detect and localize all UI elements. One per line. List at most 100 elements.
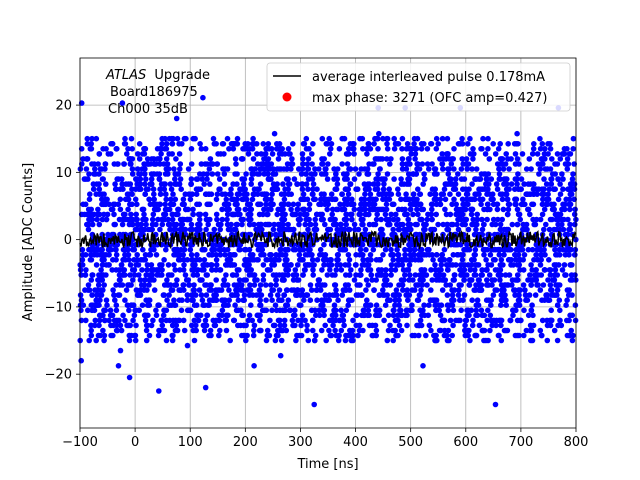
data-point (190, 206, 196, 213)
data-point (209, 171, 216, 177)
data-point (98, 267, 104, 273)
data-point (183, 277, 190, 283)
data-point (267, 252, 273, 258)
data-point (545, 277, 551, 283)
data-point (318, 327, 325, 334)
data-point (241, 332, 247, 339)
data-point (128, 161, 134, 167)
data-point (542, 146, 548, 152)
data-point (122, 135, 128, 142)
data-point (532, 277, 539, 283)
data-point (319, 161, 326, 167)
data-point (567, 206, 573, 213)
data-point (492, 267, 499, 273)
data-point (347, 211, 354, 218)
data-point (437, 272, 443, 278)
data-point (300, 196, 306, 203)
data-point (278, 327, 285, 334)
x-tick-label: 100 (178, 435, 203, 450)
data-point (465, 332, 472, 339)
data-point (499, 161, 506, 167)
data-point (463, 191, 470, 197)
data-point (384, 337, 391, 344)
data-point (131, 312, 138, 319)
data-point (179, 226, 186, 233)
data-point (483, 181, 489, 187)
data-point (345, 252, 352, 258)
data-point (78, 297, 85, 304)
data-point (304, 211, 310, 218)
data-point (440, 191, 447, 197)
data-point (374, 135, 381, 142)
data-point (345, 332, 351, 339)
data-point (367, 191, 374, 197)
data-point (309, 257, 316, 263)
data-point (250, 135, 256, 142)
data-point (438, 262, 445, 268)
data-point (373, 332, 380, 339)
data-point (96, 272, 102, 278)
data-point (107, 312, 114, 319)
data-point (168, 196, 174, 203)
data-point (485, 307, 491, 314)
data-point (92, 322, 98, 329)
data-point (365, 257, 371, 263)
data-point (325, 262, 332, 268)
data-point (93, 262, 100, 268)
data-point (402, 246, 408, 253)
data-point (242, 262, 248, 268)
data-point (271, 322, 278, 329)
data-point (300, 191, 307, 197)
data-point (214, 171, 221, 177)
data-point (215, 221, 222, 228)
data-point (134, 257, 140, 263)
data-point (327, 267, 333, 273)
data-point (406, 262, 413, 268)
data-point (493, 181, 500, 187)
data-point (133, 176, 140, 182)
data-point (478, 201, 484, 208)
data-point (118, 262, 125, 268)
data-point (498, 337, 505, 344)
data-point (373, 277, 380, 283)
data-point (498, 226, 504, 233)
legend-point-label: max phase: 3271 (OFC amp=0.427) (312, 91, 547, 106)
data-point (383, 277, 390, 283)
data-point (200, 262, 206, 268)
data-point (260, 262, 267, 268)
data-point (277, 352, 284, 359)
data-point (433, 211, 440, 218)
data-point (509, 221, 516, 228)
data-point (449, 332, 456, 339)
data-point (226, 146, 232, 152)
data-point (301, 297, 307, 304)
data-point (485, 135, 491, 142)
data-point (402, 211, 408, 218)
data-point (476, 191, 482, 197)
data-point (168, 186, 175, 192)
data-point (285, 221, 291, 228)
data-point (411, 141, 417, 147)
data-point (130, 246, 136, 253)
data-point (260, 277, 267, 283)
data-point (559, 216, 565, 223)
data-point (364, 166, 371, 172)
data-point (514, 332, 521, 339)
data-point (236, 277, 243, 283)
data-point (329, 196, 336, 203)
data-point (234, 135, 241, 142)
data-point (99, 257, 105, 263)
outlier-point (492, 401, 499, 408)
data-point (380, 176, 387, 182)
data-point (268, 282, 274, 288)
data-point (239, 287, 246, 293)
data-point (181, 246, 188, 253)
data-point (358, 272, 364, 278)
data-point (335, 337, 342, 344)
data-point (412, 156, 418, 162)
data-point (544, 166, 551, 172)
data-point (327, 332, 334, 339)
data-point (552, 171, 558, 177)
data-point (294, 262, 301, 268)
data-point (365, 307, 372, 314)
